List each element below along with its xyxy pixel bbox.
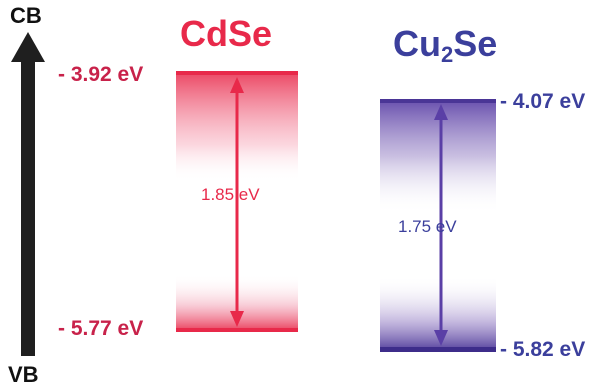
axis-label-cb: CB (10, 3, 42, 28)
cdse-cb-level: - 3.92 eV (58, 63, 144, 86)
cu2se-title-main: Cu (393, 23, 441, 64)
double-headed-arrow-icon (230, 77, 244, 327)
double-headed-arrow-icon (434, 104, 448, 346)
cdse-title: CdSe (180, 13, 273, 54)
cdse-vb-level: - 5.77 eV (58, 317, 144, 340)
cu2se-band-gap: 1.75 eV (398, 217, 457, 236)
cu2se-title-sub: 2 (441, 42, 454, 67)
cu2se-title-tail: Se (453, 23, 498, 64)
up-arrow-icon (11, 32, 45, 356)
axis-label-vb: VB (8, 362, 39, 387)
cdse-band-gap: 1.85 eV (201, 185, 260, 204)
cu2se-title: Cu2Se (393, 26, 497, 66)
cu2se-band-block (380, 99, 496, 352)
cu2se-cb-level: - 4.07 eV (500, 90, 586, 113)
cu2se-vb-level: - 5.82 eV (500, 338, 586, 361)
